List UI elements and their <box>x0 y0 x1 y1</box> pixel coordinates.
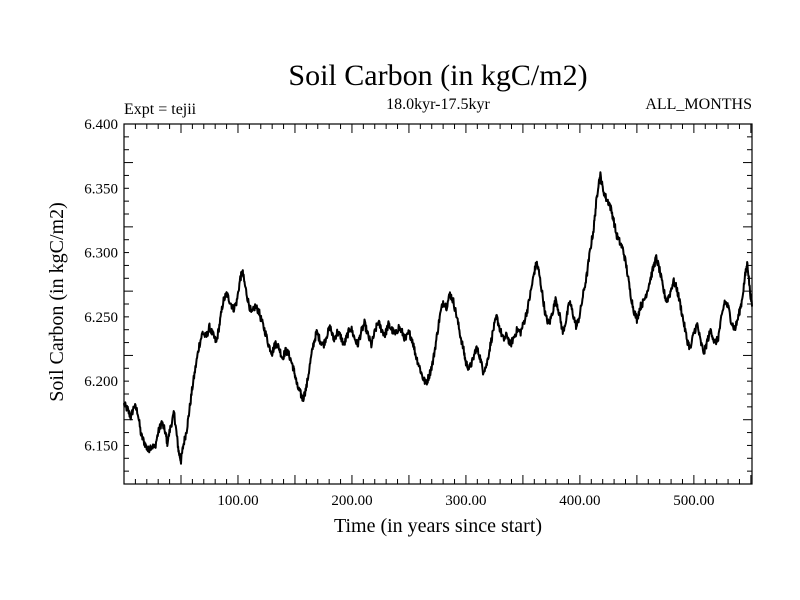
x-tick-label: 100.00 <box>217 493 258 509</box>
months-label: ALL_MONTHS <box>645 96 752 113</box>
experiment-label: Expt = tejii <box>124 101 197 118</box>
x-axis-title: Time (in years since start) <box>334 515 542 537</box>
x-tick-label: 400.00 <box>559 493 600 509</box>
x-tick-label: 300.00 <box>445 493 486 509</box>
chart-subtitle: 18.0kyr-17.5kyr <box>386 96 490 113</box>
y-axis-title: Soil Carbon (in kgC/m2) <box>46 202 68 401</box>
plot-frame <box>123 123 753 485</box>
axis-ticks <box>124 124 752 484</box>
x-tick-label: 500.00 <box>673 493 714 509</box>
series-line-soil-carbon <box>123 171 753 465</box>
y-tick-label: 6.300 <box>84 246 118 262</box>
y-tick-label: 6.250 <box>84 310 118 326</box>
chart-title: Soil Carbon (in kgC/m2) <box>288 59 587 92</box>
y-tick-label: 6.200 <box>84 374 118 390</box>
y-tick-label: 6.150 <box>84 438 118 454</box>
axis-tick-labels: 100.00 200.00 300.00 400.00 500.00 6.150 6.200… <box>84 117 714 509</box>
series-layer <box>123 171 753 465</box>
y-tick-label: 6.350 <box>84 181 118 197</box>
x-tick-label: 200.00 <box>331 493 372 509</box>
y-tick-label: 6.400 <box>84 117 118 133</box>
